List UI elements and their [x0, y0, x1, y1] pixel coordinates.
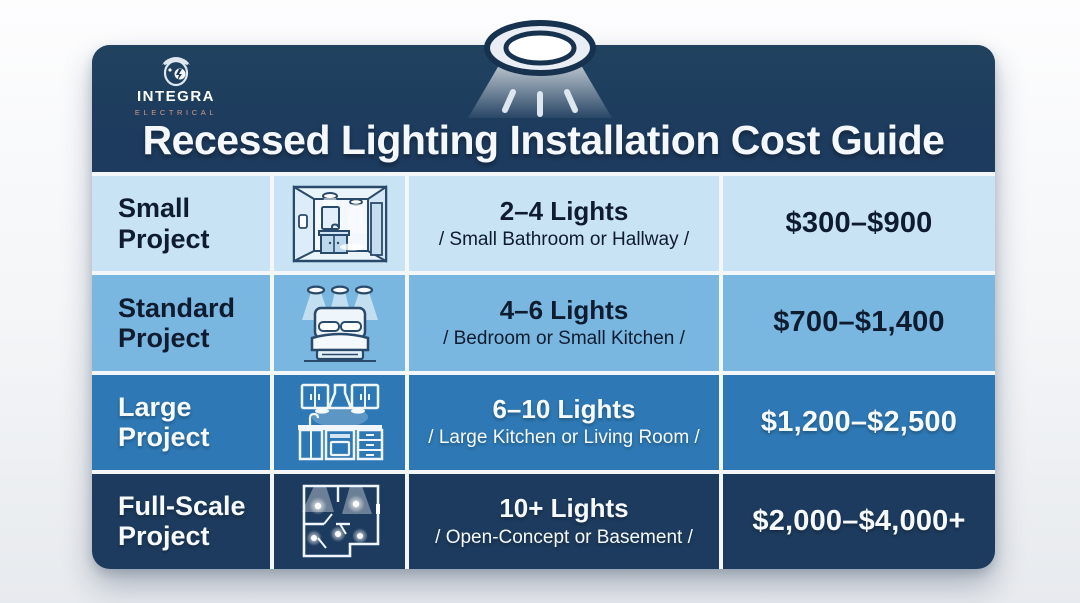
lights-cell: 6–10 Lights / Large Kitchen or Living Ro… [409, 374, 719, 470]
cost-guide-card: INTEGRA ELECTRICAL Recessed Lighting Ins… [92, 45, 995, 569]
project-label: Full-Scale Project [92, 473, 270, 569]
table-row-fullscale-project: Full-Scale Project [92, 473, 995, 569]
bathroom-icon [274, 176, 405, 272]
price-range: $1,200–$2,500 [723, 374, 995, 470]
brand-logo: INTEGRA ELECTRICAL [116, 53, 236, 117]
cost-table: Small Project [92, 172, 995, 569]
table-row-large-project: Large Project [92, 374, 995, 470]
price-range: $300–$900 [723, 176, 995, 272]
lights-count: 4–6 Lights [499, 294, 629, 325]
brand-name: INTEGRA [137, 88, 215, 105]
bedroom-icon [274, 275, 405, 371]
lights-rooms: / Open-Concept or Basement / [435, 526, 693, 548]
lights-rooms: / Large Kitchen or Living Room / [428, 427, 700, 449]
project-label: Small Project [92, 176, 270, 272]
table-row-small-project: Small Project [92, 176, 995, 272]
project-label: Standard Project [92, 275, 270, 371]
lights-count: 6–10 Lights [492, 394, 636, 425]
lights-cell: 10+ Lights / Open-Concept or Basement / [409, 473, 719, 569]
lights-count: 10+ Lights [499, 493, 629, 524]
lights-cell: 2–4 Lights / Small Bathroom or Hallway / [409, 176, 719, 272]
mascot-icon [162, 57, 190, 87]
price-range: $2,000–$4,000+ [723, 473, 995, 569]
lights-cell: 4–6 Lights / Bedroom or Small Kitchen / [409, 275, 719, 371]
card-header: INTEGRA ELECTRICAL Recessed Lighting Ins… [92, 45, 995, 172]
floorplan-icon [274, 473, 405, 569]
kitchen-icon [274, 374, 405, 470]
project-label: Large Project [92, 374, 270, 470]
brand-tagline: ELECTRICAL [134, 107, 218, 117]
table-row-standard-project: Standard Project [92, 275, 995, 371]
lights-count: 2–4 Lights [499, 195, 629, 226]
page-title: Recessed Lighting Installation Cost Guid… [142, 117, 945, 163]
price-range: $700–$1,400 [723, 275, 995, 371]
lights-rooms: / Bedroom or Small Kitchen / [443, 328, 685, 350]
lights-rooms: / Small Bathroom or Hallway / [438, 228, 690, 250]
